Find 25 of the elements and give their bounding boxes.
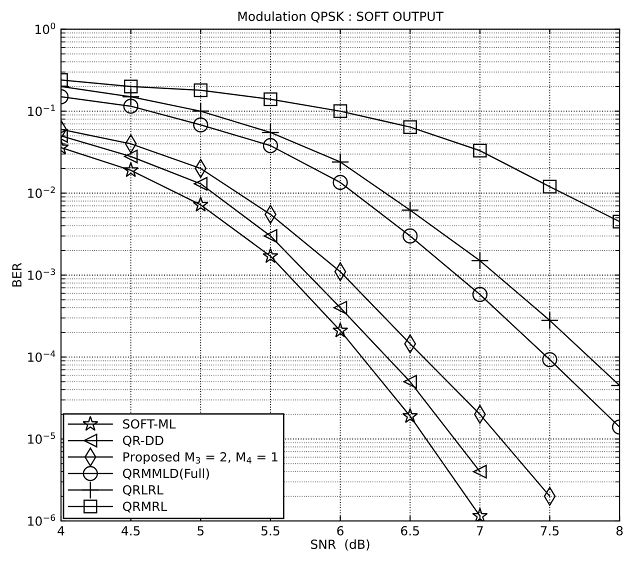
legend-label: Proposed M$_{3}$ = 2, M$_{4}$ = 1 [123,452,278,464]
x-tick-label: 4.5 [122,526,140,536]
y-tick-label: 10$^{0}$ [36,22,56,34]
y-tick-label: 10$^{−3}$ [28,268,55,280]
x-tick-label: 8 [616,526,623,536]
legend-label: SOFT-ML [123,419,176,429]
x-tick-label: 5.5 [261,526,280,536]
legend-label: QRMRL [122,502,168,512]
x-tick-label: 6.5 [401,526,419,536]
y-tick-label: 10$^{−5}$ [28,432,55,444]
legend-label: QRLRL [122,485,164,496]
x-axis-title: SNR (dB) [311,539,370,550]
y-tick-label: 10$^{−6}$ [28,514,56,526]
y-tick-label: 10$^{−2}$ [28,186,55,198]
x-tick-label: 5 [198,526,204,536]
y-axis-title: BER [12,262,22,286]
chart-title: Modulation QPSK : SOFT OUTPUT [238,11,444,22]
x-tick-label: 6 [337,526,344,536]
legend-label: QR-DD [122,436,164,447]
y-tick-label: 10$^{−1}$ [28,104,55,116]
x-tick-label: 7.5 [540,526,559,536]
x-tick-label: 4 [58,526,64,536]
x-tick-label: 7 [476,526,483,536]
legend-label: QRMMLD(Full) [122,468,209,480]
y-tick-label: 10$^{−4}$ [28,350,56,362]
